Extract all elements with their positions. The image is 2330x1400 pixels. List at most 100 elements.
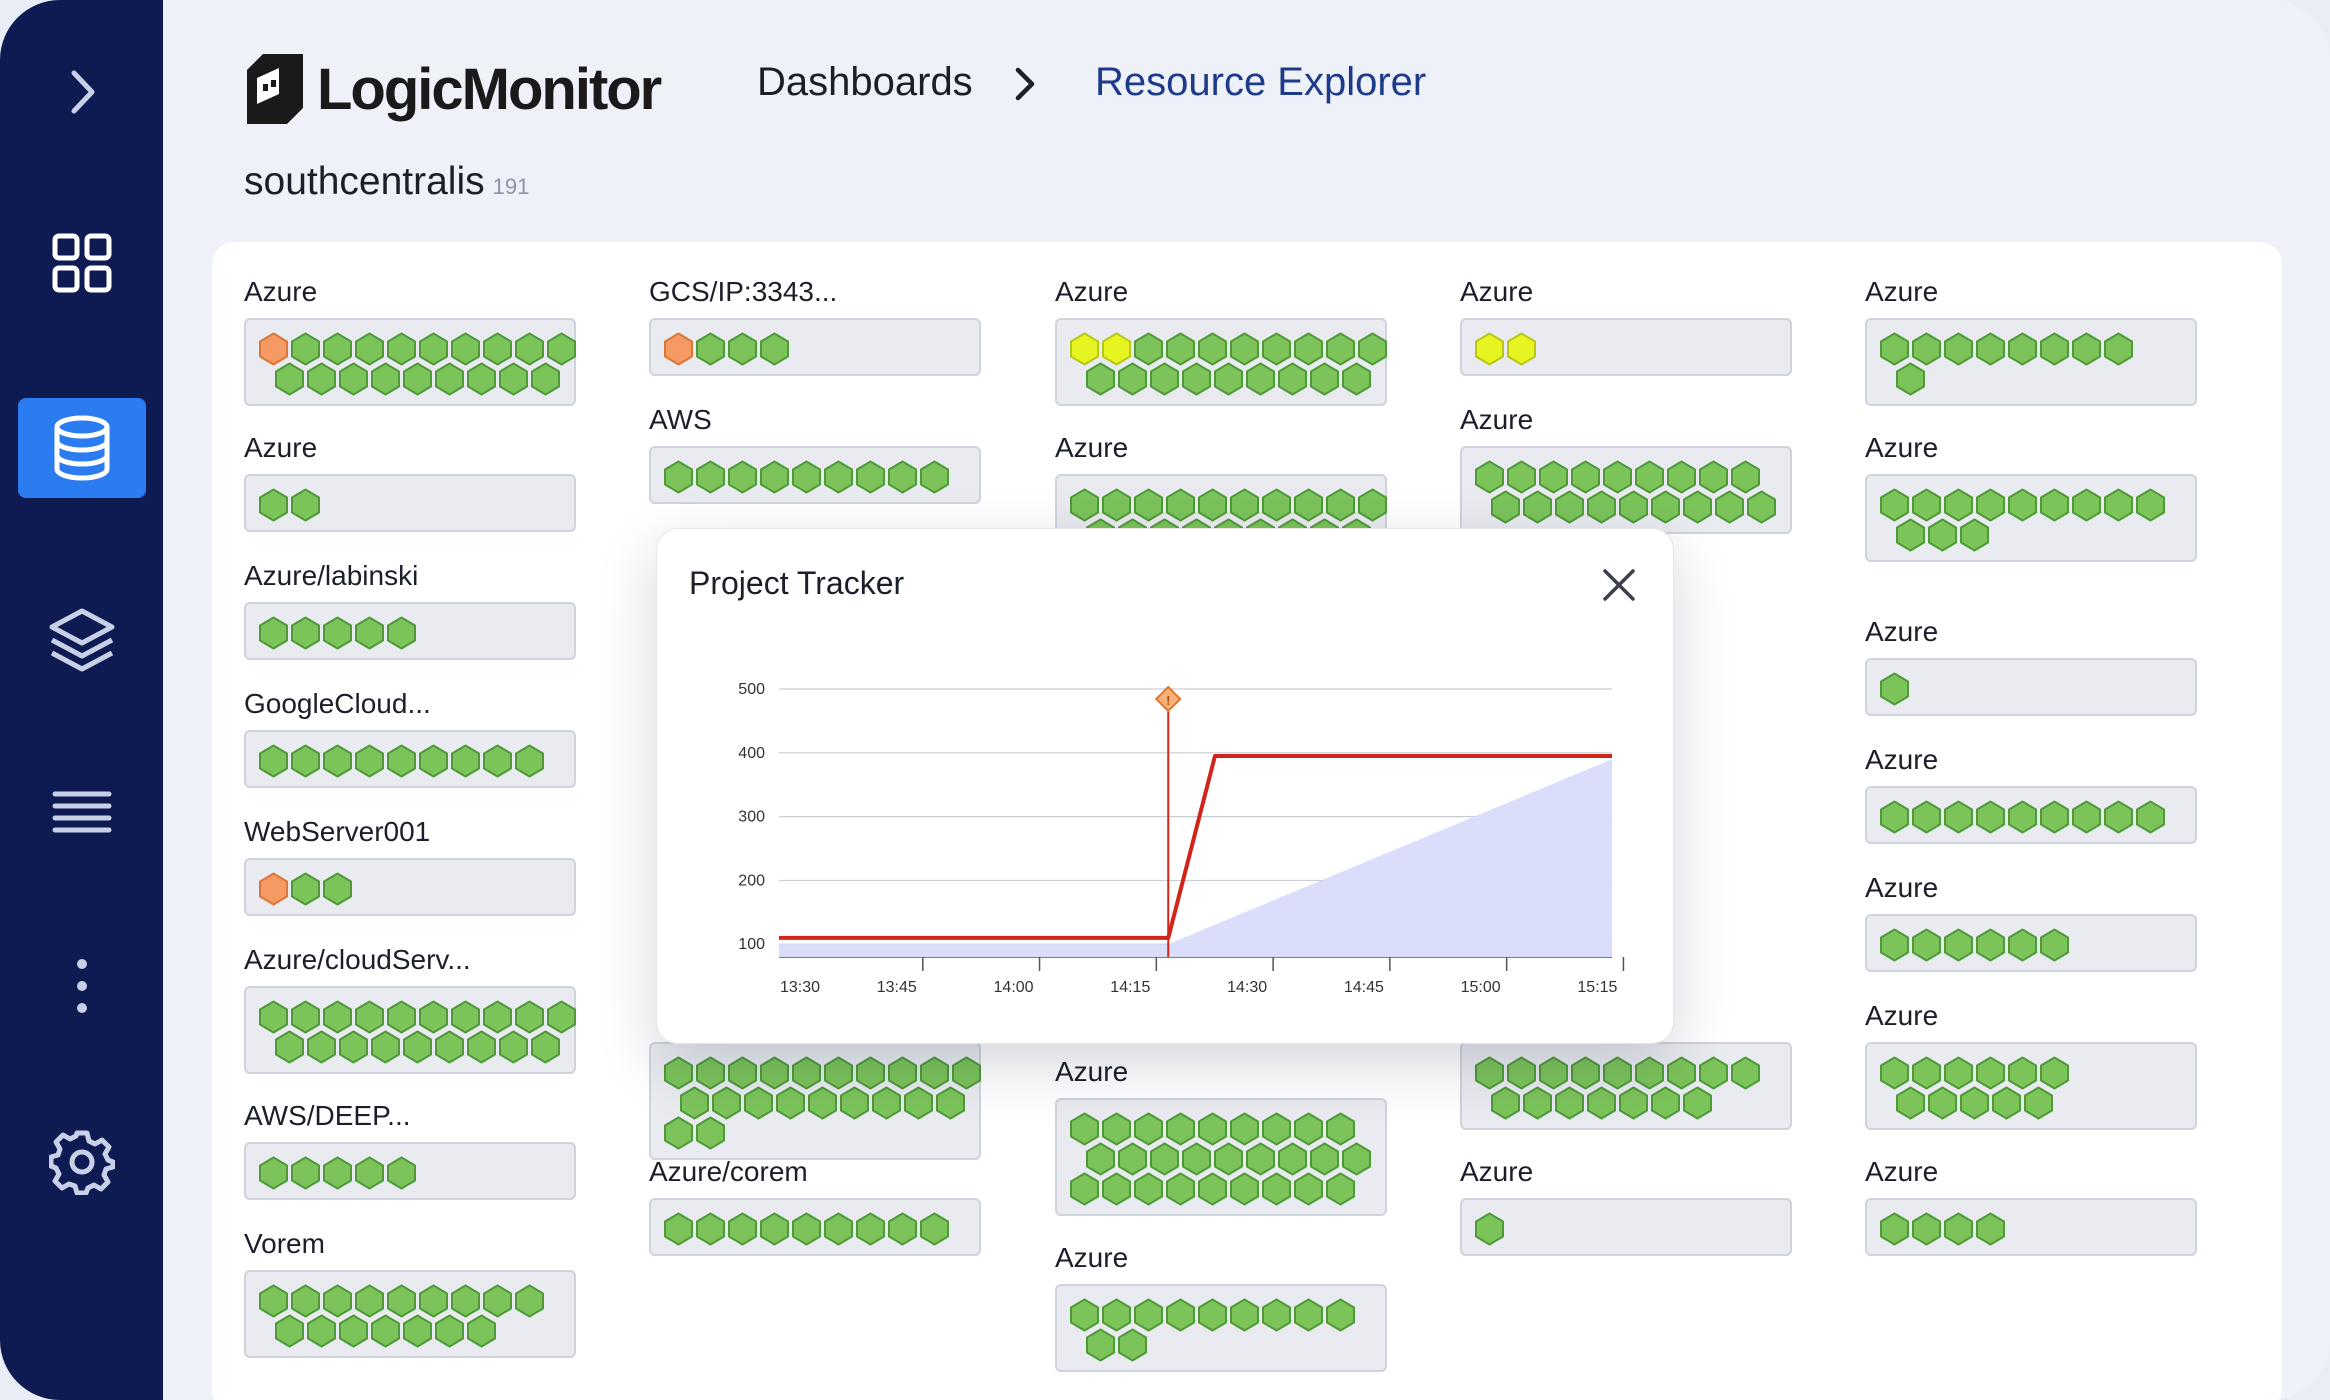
status-ok-hex[interactable] xyxy=(1522,1086,1553,1120)
status-ok-hex[interactable] xyxy=(1879,488,1910,522)
status-ok-hex[interactable] xyxy=(1165,1298,1196,1332)
status-ok-hex[interactable] xyxy=(274,362,305,396)
status-ok-hex[interactable] xyxy=(1325,332,1356,366)
resource-group[interactable]: Azure xyxy=(1865,868,2197,972)
status-ok-hex[interactable] xyxy=(322,1000,353,1034)
status-ok-hex[interactable] xyxy=(1618,1086,1649,1120)
status-ok-hex[interactable] xyxy=(887,1056,918,1090)
status-ok-hex[interactable] xyxy=(935,1086,966,1120)
status-ok-hex[interactable] xyxy=(258,1000,289,1034)
status-ok-hex[interactable] xyxy=(1943,928,1974,962)
status-ok-hex[interactable] xyxy=(807,1086,838,1120)
status-ok-hex[interactable] xyxy=(1101,1298,1132,1332)
status-ok-hex[interactable] xyxy=(1895,518,1926,552)
status-ok-hex[interactable] xyxy=(1666,460,1697,494)
close-button[interactable] xyxy=(1599,565,1639,605)
status-warning-hex[interactable] xyxy=(258,332,289,366)
status-ok-hex[interactable] xyxy=(450,744,481,778)
resource-group[interactable]: Azure xyxy=(1460,400,1792,534)
status-ok-hex[interactable] xyxy=(1197,1112,1228,1146)
status-ok-hex[interactable] xyxy=(1197,1172,1228,1206)
status-ok-hex[interactable] xyxy=(354,1000,385,1034)
status-ok-hex[interactable] xyxy=(1261,1172,1292,1206)
status-ok-hex[interactable] xyxy=(290,616,321,650)
resource-group[interactable]: Azure xyxy=(244,272,576,406)
hex-box[interactable] xyxy=(244,602,576,660)
status-ok-hex[interactable] xyxy=(1879,1056,1910,1090)
status-ok-hex[interactable] xyxy=(1181,362,1212,396)
status-ok-hex[interactable] xyxy=(354,616,385,650)
status-ok-hex[interactable] xyxy=(919,1056,950,1090)
status-ok-hex[interactable] xyxy=(1975,332,2006,366)
status-warning-hex[interactable] xyxy=(663,332,694,366)
status-ok-hex[interactable] xyxy=(855,460,886,494)
status-ok-hex[interactable] xyxy=(1117,1328,1148,1362)
status-ok-hex[interactable] xyxy=(759,460,790,494)
status-ok-hex[interactable] xyxy=(498,362,529,396)
status-ok-hex[interactable] xyxy=(482,332,513,366)
status-caution-hex[interactable] xyxy=(1474,332,1505,366)
status-ok-hex[interactable] xyxy=(370,362,401,396)
resource-group[interactable]: Azure xyxy=(1055,1238,1387,1372)
status-ok-hex[interactable] xyxy=(2135,800,2166,834)
status-ok-hex[interactable] xyxy=(434,362,465,396)
hex-box[interactable] xyxy=(244,858,576,916)
status-ok-hex[interactable] xyxy=(1911,1212,1942,1246)
status-ok-hex[interactable] xyxy=(1490,490,1521,524)
status-ok-hex[interactable] xyxy=(695,332,726,366)
status-ok-hex[interactable] xyxy=(1730,1056,1761,1090)
status-ok-hex[interactable] xyxy=(823,1212,854,1246)
hex-box[interactable] xyxy=(1055,318,1387,406)
status-ok-hex[interactable] xyxy=(1325,488,1356,522)
status-ok-hex[interactable] xyxy=(1879,928,1910,962)
status-ok-hex[interactable] xyxy=(1602,1056,1633,1090)
hex-box[interactable] xyxy=(244,474,576,532)
status-ok-hex[interactable] xyxy=(1085,1142,1116,1176)
status-ok-hex[interactable] xyxy=(791,460,822,494)
resource-group[interactable]: GoogleCloud... xyxy=(244,684,576,788)
status-ok-hex[interactable] xyxy=(1229,332,1260,366)
hex-box[interactable] xyxy=(244,730,576,788)
status-ok-hex[interactable] xyxy=(1506,460,1537,494)
resource-group[interactable]: Azure xyxy=(1865,1152,2197,1256)
status-ok-hex[interactable] xyxy=(1277,1142,1308,1176)
hex-box[interactable] xyxy=(1865,1042,2197,1130)
status-ok-hex[interactable] xyxy=(1746,490,1777,524)
status-ok-hex[interactable] xyxy=(2103,488,2134,522)
status-ok-hex[interactable] xyxy=(1069,1112,1100,1146)
status-ok-hex[interactable] xyxy=(2135,488,2166,522)
status-ok-hex[interactable] xyxy=(1975,928,2006,962)
status-ok-hex[interactable] xyxy=(1879,332,1910,366)
status-ok-hex[interactable] xyxy=(1943,1056,1974,1090)
status-ok-hex[interactable] xyxy=(663,1056,694,1090)
status-ok-hex[interactable] xyxy=(306,1030,337,1064)
status-ok-hex[interactable] xyxy=(2023,1086,2054,1120)
status-ok-hex[interactable] xyxy=(1277,362,1308,396)
resource-group[interactable] xyxy=(649,996,981,1160)
resource-group[interactable]: Azure xyxy=(1865,272,2197,406)
status-ok-hex[interactable] xyxy=(1309,362,1340,396)
sidebar-item-layers[interactable] xyxy=(18,590,146,690)
hex-box[interactable] xyxy=(649,1042,981,1160)
status-ok-hex[interactable] xyxy=(1714,490,1745,524)
status-ok-hex[interactable] xyxy=(1911,488,1942,522)
status-ok-hex[interactable] xyxy=(1309,1142,1340,1176)
status-ok-hex[interactable] xyxy=(1474,460,1505,494)
status-ok-hex[interactable] xyxy=(450,332,481,366)
status-ok-hex[interactable] xyxy=(1895,362,1926,396)
status-ok-hex[interactable] xyxy=(1911,800,1942,834)
status-ok-hex[interactable] xyxy=(743,1086,774,1120)
hex-box[interactable] xyxy=(1865,914,2197,972)
status-ok-hex[interactable] xyxy=(386,1156,417,1190)
status-ok-hex[interactable] xyxy=(1357,488,1388,522)
status-ok-hex[interactable] xyxy=(871,1086,902,1120)
status-ok-hex[interactable] xyxy=(1911,928,1942,962)
sidebar-item-dashboards[interactable] xyxy=(18,213,146,313)
status-ok-hex[interactable] xyxy=(2071,800,2102,834)
status-ok-hex[interactable] xyxy=(1229,1172,1260,1206)
status-ok-hex[interactable] xyxy=(514,1000,545,1034)
status-ok-hex[interactable] xyxy=(434,1314,465,1348)
status-ok-hex[interactable] xyxy=(290,1284,321,1318)
status-ok-hex[interactable] xyxy=(663,1212,694,1246)
status-ok-hex[interactable] xyxy=(791,1212,822,1246)
